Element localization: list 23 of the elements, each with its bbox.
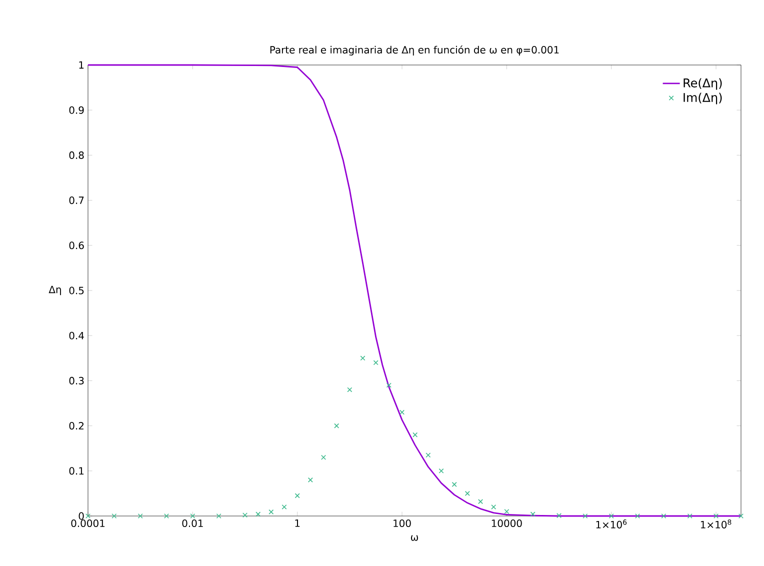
y-axis-title: Δη bbox=[48, 286, 61, 296]
x-axis-title: ω bbox=[410, 535, 418, 541]
y-tick-label: 0.8 bbox=[69, 151, 84, 159]
y-tick-label: 0.5 bbox=[69, 286, 84, 294]
y-tick-label: 0.4 bbox=[69, 332, 84, 340]
legend-label: Im(Δη) bbox=[684, 92, 722, 104]
y-tick-label: 0.1 bbox=[69, 467, 84, 475]
x-tick-label: 10000 bbox=[492, 520, 522, 528]
y-tick-label: 1 bbox=[79, 61, 84, 69]
legend-label: Re(Δη) bbox=[684, 78, 722, 90]
y-tick-label: 0.6 bbox=[69, 242, 84, 250]
x-tick-label: 0.01 bbox=[182, 520, 203, 528]
y-tick-label: 0.2 bbox=[69, 422, 84, 430]
y-tick-label: 0.7 bbox=[69, 196, 84, 204]
chart-title: Parte real e imaginaria de Δη en función de ω en φ=0.001 bbox=[270, 45, 559, 56]
x-tick-label: 0.0001 bbox=[71, 520, 104, 528]
x-tick-label: 1×10$^{8}$ bbox=[700, 520, 732, 528]
x-tick-label: 1×10$^{6}$ bbox=[596, 520, 627, 528]
x-tick-label: 1 bbox=[295, 520, 300, 527]
y-tick-label: 0 bbox=[78, 512, 84, 520]
x-tick-label: 100 bbox=[394, 520, 411, 528]
y-tick-label: 0.3 bbox=[69, 376, 84, 384]
y-tick-label: 0.9 bbox=[69, 106, 84, 114]
